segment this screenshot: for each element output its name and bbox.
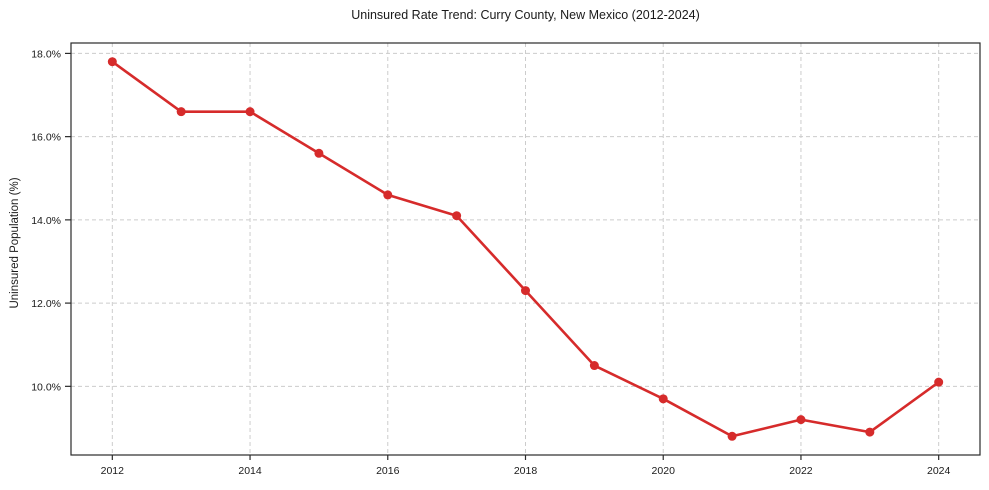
data-point-2019 <box>589 361 599 371</box>
data-point-2022 <box>796 415 806 425</box>
data-point-2017 <box>452 211 462 221</box>
grid-lines <box>71 43 980 455</box>
y-tick-label: 10.0% <box>31 381 61 393</box>
data-point-2014 <box>245 107 255 117</box>
data-point-2015 <box>314 148 324 158</box>
x-tick-label: 2022 <box>789 465 813 477</box>
chart-title: Uninsured Rate Trend: Curry County, New … <box>351 8 700 22</box>
data-point-2024 <box>934 377 944 387</box>
y-tick-label: 16.0% <box>31 132 61 144</box>
x-tick-label: 2012 <box>101 465 125 477</box>
y-axis: 10.0% 12.0% 14.0% 16.0% 18.0% <box>31 48 71 393</box>
data-point-2021 <box>727 431 737 441</box>
data-point-2020 <box>658 394 668 404</box>
data-points <box>107 57 944 441</box>
data-point-2018 <box>521 286 530 296</box>
y-tick-label: 18.0% <box>31 48 61 60</box>
x-axis: 2012 2014 2016 2018 2020 2022 2024 <box>101 455 951 477</box>
x-tick-label: 2016 <box>376 465 400 477</box>
x-tick-label: 2014 <box>238 465 262 477</box>
data-point-2013 <box>176 107 186 117</box>
x-tick-label: 2018 <box>514 465 538 477</box>
y-tick-label: 14.0% <box>31 215 61 227</box>
x-tick-label: 2024 <box>927 465 951 477</box>
y-tick-label: 12.0% <box>31 298 61 310</box>
data-point-2023 <box>865 427 875 437</box>
x-tick-label: 2020 <box>652 465 676 477</box>
data-point-2012 <box>107 57 117 67</box>
data-point-2016 <box>383 190 393 200</box>
